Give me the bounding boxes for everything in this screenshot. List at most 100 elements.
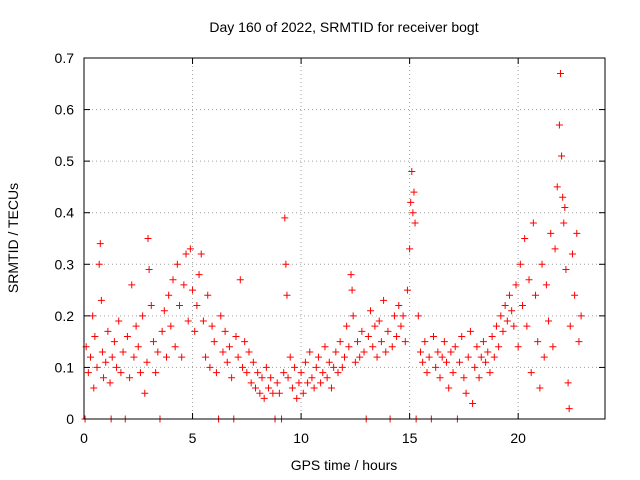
data-point [267, 374, 275, 382]
data-point [521, 235, 529, 242]
data-point [323, 374, 331, 382]
data-point [345, 343, 353, 351]
data-point [128, 281, 136, 289]
data-point [293, 394, 301, 402]
data-point [471, 363, 479, 371]
data-point [97, 296, 105, 304]
data-point [139, 312, 147, 320]
data-point [348, 286, 356, 294]
data-point [501, 302, 509, 310]
data-point [193, 302, 201, 310]
data-point [436, 374, 444, 382]
data-point [325, 358, 333, 366]
data-point [282, 260, 290, 268]
data-point [527, 369, 535, 377]
data-point [275, 389, 283, 397]
data-point [330, 363, 338, 371]
data-point [87, 353, 95, 361]
data-point [280, 369, 288, 377]
data-point [260, 394, 268, 402]
data-point [351, 358, 359, 366]
data-point [171, 343, 179, 351]
data-point [245, 348, 253, 356]
data-point [191, 327, 199, 335]
x-tick-label: 5 [189, 430, 197, 446]
data-point [144, 235, 152, 242]
data-point [243, 369, 251, 377]
data-point [262, 363, 270, 371]
data-point [419, 358, 427, 366]
data-point [495, 343, 503, 351]
data-point [406, 245, 414, 253]
data-point [219, 348, 227, 356]
data-point [566, 322, 574, 330]
x-tick-label: 20 [510, 430, 526, 446]
data-point [512, 281, 520, 289]
data-point [212, 369, 220, 377]
data-point [254, 369, 262, 377]
data-point [286, 353, 294, 361]
data-point [565, 405, 573, 413]
data-point [514, 343, 522, 351]
data-point [108, 353, 116, 361]
data-point [291, 363, 299, 371]
data-point [492, 322, 500, 330]
data-point [438, 353, 446, 361]
data-point [102, 358, 110, 366]
data-point [508, 307, 516, 315]
data-point [477, 353, 485, 361]
data-point [560, 219, 568, 227]
data-point [176, 302, 184, 310]
data-point [408, 167, 416, 175]
data-point [238, 363, 246, 371]
data-point [393, 332, 401, 340]
data-point [93, 363, 101, 371]
data-point [98, 348, 106, 356]
data-point [559, 193, 567, 201]
data-point [223, 358, 231, 366]
data-point [221, 327, 229, 335]
data-point [349, 312, 357, 320]
data-point [475, 374, 483, 382]
data-point [416, 348, 424, 356]
data-point [154, 348, 162, 356]
data-point [143, 358, 151, 366]
data-point [106, 379, 114, 387]
data-point [141, 389, 149, 397]
data-point [451, 343, 459, 351]
data-point [208, 322, 216, 330]
data-point [407, 198, 415, 206]
data-point [536, 384, 544, 392]
data-point [343, 322, 351, 330]
data-point [469, 400, 477, 408]
data-point [425, 353, 433, 361]
data-point [347, 271, 355, 279]
data-point [367, 307, 375, 315]
data-point [561, 204, 569, 212]
data-point [160, 307, 168, 315]
data-point [304, 379, 312, 387]
data-point [147, 302, 155, 310]
data-point [479, 338, 487, 346]
data-point [354, 338, 362, 346]
data-point [549, 343, 557, 351]
data-point [217, 312, 225, 320]
data-point [236, 276, 244, 284]
data-point [573, 229, 581, 237]
data-point [195, 271, 203, 279]
chart-title: Day 160 of 2022, SRMTID for receiver bog… [209, 19, 478, 35]
data-point [281, 214, 289, 222]
data-point [295, 379, 303, 387]
data-point [162, 353, 170, 361]
data-point [123, 332, 131, 340]
data-point [119, 348, 127, 356]
axis-ticks [83, 57, 605, 420]
data-point [265, 384, 273, 392]
data-point [553, 183, 561, 191]
data-point [403, 286, 411, 294]
data-point [449, 369, 457, 377]
data-point [204, 291, 212, 299]
data-point [338, 363, 346, 371]
data-point [126, 374, 134, 382]
